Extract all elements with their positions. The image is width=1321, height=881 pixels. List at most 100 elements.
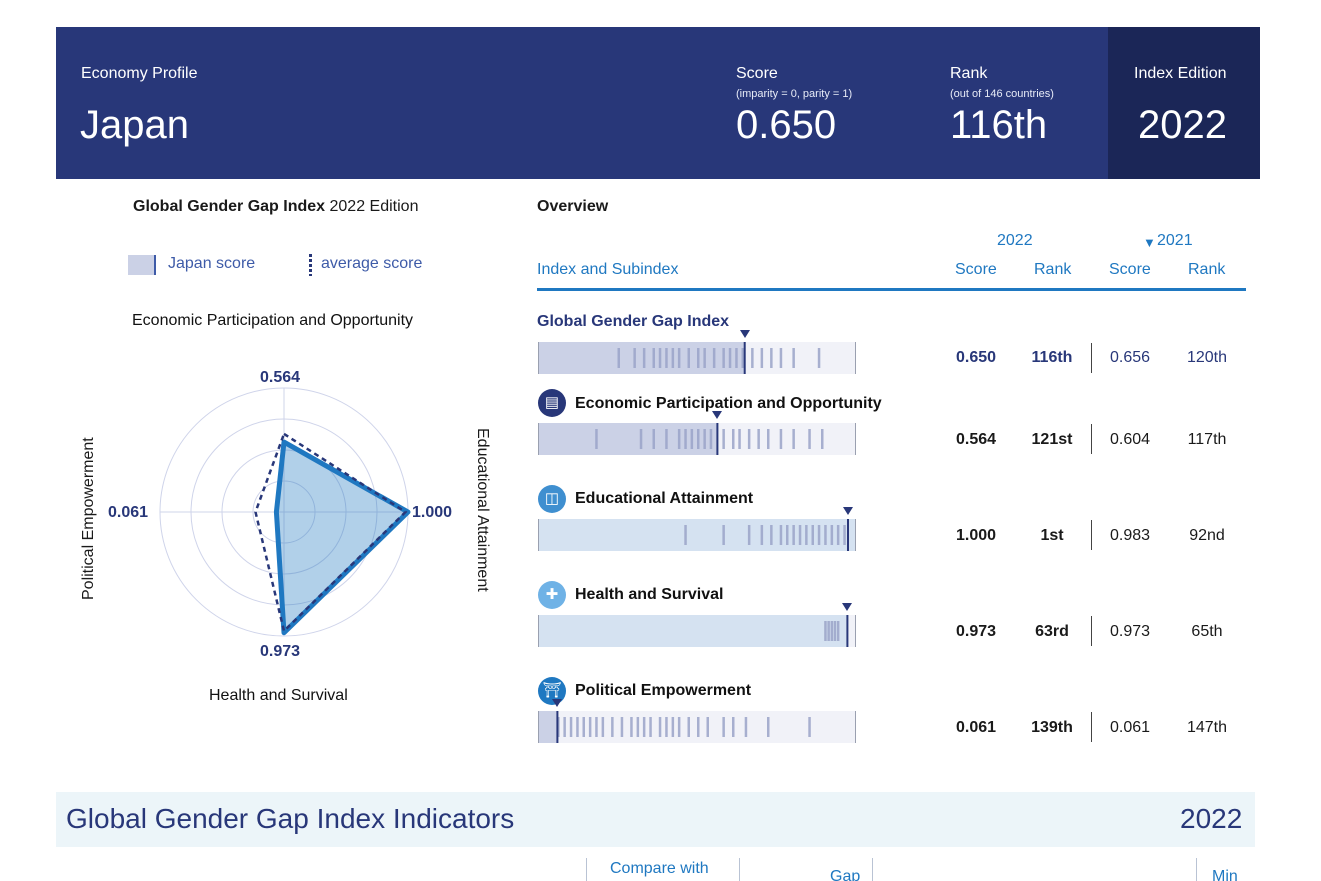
- overview-row-name: Educational Attainment: [575, 490, 754, 507]
- bar-distribution-tick: [563, 717, 566, 737]
- bar-distribution-tick: [751, 348, 754, 368]
- bar-distribution-tick: [747, 429, 751, 449]
- row-rank-current: 121st: [1031, 431, 1073, 448]
- indicators-band: [56, 792, 1255, 847]
- overview-year-previous: 2021: [1157, 232, 1193, 249]
- bar-distribution-tick: [792, 525, 795, 545]
- score-note: (imparity = 0, parity = 1): [736, 88, 853, 100]
- score-value: 0.650: [736, 103, 837, 147]
- indicators-title: Global Gender Gap Index Indicators: [66, 803, 515, 834]
- bar-distribution-tick: [779, 348, 783, 368]
- indicators-col-gap: Gap: [830, 868, 861, 881]
- edition-value: 2022: [1138, 103, 1227, 147]
- bar-distribution-tick: [665, 717, 668, 737]
- overview-col-rank-previous: Rank: [1188, 261, 1226, 278]
- bar-distribution-tick: [836, 621, 840, 641]
- overview-row-name: Health and Survival: [575, 586, 724, 603]
- bar-distribution-tick: [767, 717, 770, 737]
- overview-row-name: Political Empowerment: [575, 682, 752, 699]
- bar-distribution-tick: [601, 717, 605, 737]
- bar-fill: [538, 711, 558, 743]
- bar-distribution-tick: [639, 429, 643, 449]
- bar-distribution-tick: [741, 348, 744, 368]
- column-divider: [1091, 343, 1092, 373]
- bar-distribution-tick: [833, 621, 837, 641]
- rank-label: Rank: [950, 65, 988, 82]
- overview-col-score-current: Score: [955, 261, 997, 278]
- bar-distribution-tick: [677, 348, 681, 368]
- bar-distribution-tick: [830, 621, 834, 641]
- bar-distribution-tick: [767, 429, 770, 449]
- bar-distribution-tick: [582, 717, 585, 737]
- radar-axis-top-label: Economic Participation and Opportunity: [132, 312, 414, 329]
- bar-distribution-tick: [703, 429, 706, 449]
- bar-fill: [538, 615, 848, 647]
- bar-distribution-tick: [697, 717, 700, 737]
- bar-distribution-tick: [671, 348, 675, 368]
- bar-distribution-tick: [658, 717, 662, 737]
- bar-distribution-tick: [665, 429, 668, 449]
- bar-distribution-tick: [687, 717, 690, 737]
- row-score-current: 0.564: [955, 431, 997, 448]
- bar-distribution-tick: [821, 429, 824, 449]
- row-score-previous: 0.656: [1109, 349, 1151, 366]
- radar-value-top: 0.564: [260, 369, 301, 386]
- radar-title: Global Gender Gap Index 2022 Edition: [133, 198, 418, 216]
- bar-distribution-tick: [827, 621, 830, 641]
- row-rank-previous: 120th: [1186, 349, 1228, 366]
- edition-box: [1108, 27, 1260, 179]
- bar-distribution-tick: [747, 525, 751, 545]
- bar-distribution-tick: [595, 429, 598, 449]
- column-divider: [872, 858, 873, 881]
- medical-cross-icon: ✚: [538, 581, 566, 609]
- bar-distribution-tick: [636, 717, 640, 737]
- overview-row-name: Economic Participation and Opportunity: [575, 395, 882, 412]
- bar-fill: [538, 423, 718, 455]
- indicators-col-compare: Compare with: [610, 860, 709, 877]
- row-rank-current: 116th: [1031, 349, 1073, 366]
- bar-distribution-tick: [722, 717, 725, 737]
- radar-axis-bottom-label: Health and Survival: [209, 687, 348, 704]
- score-label: Score: [736, 65, 778, 82]
- briefcase-icon: ▤: [538, 389, 566, 417]
- row-score-previous: 0.983: [1109, 527, 1151, 544]
- row-score-previous: 0.604: [1109, 431, 1151, 448]
- overview-row-bar: [538, 342, 856, 374]
- bar-distribution-tick: [760, 525, 764, 545]
- column-divider: [1091, 520, 1092, 550]
- bar-distribution-tick: [633, 348, 636, 368]
- bar-distribution-tick: [786, 525, 789, 545]
- bar-distribution-tick: [677, 429, 681, 449]
- bar-distribution-tick: [836, 525, 840, 545]
- bar-distribution-tick: [642, 717, 646, 737]
- bar-distribution-tick: [792, 348, 795, 368]
- rank-note: (out of 146 countries): [950, 88, 1054, 100]
- bar-distribution-tick: [817, 348, 821, 368]
- bar-distribution-tick: [569, 717, 573, 737]
- radar-title-rest: 2022 Edition: [329, 198, 419, 215]
- score-marker-arrow-icon: [843, 507, 853, 515]
- bar-distribution-tick: [684, 429, 687, 449]
- row-rank-previous: 92nd: [1189, 527, 1225, 544]
- radar-value-right: 1.000: [412, 504, 453, 521]
- bar-distribution-tick: [738, 429, 741, 449]
- overview-year-current: 2022: [997, 232, 1033, 249]
- radar-value-left: 0.061: [108, 504, 149, 521]
- bar-distribution-tick: [611, 717, 614, 737]
- bar-distribution-tick: [697, 348, 700, 368]
- radar-title-bold: Global Gender Gap Index: [133, 198, 326, 215]
- radar-grid-circle: [159, 387, 409, 637]
- bar-distribution-tick: [588, 717, 592, 737]
- bar-distribution-tick: [652, 429, 655, 449]
- bar-distribution-tick: [690, 429, 694, 449]
- overview-row-bar: [538, 423, 856, 455]
- overview-row-bar: [538, 519, 856, 551]
- rank-value: 116th: [950, 103, 1048, 147]
- bar-distribution-tick: [811, 525, 814, 545]
- bar-distribution-tick: [770, 525, 773, 545]
- bar-distribution-tick: [642, 348, 646, 368]
- overview-col-index: Index and Subindex: [537, 261, 679, 278]
- overview-col-score-previous: Score: [1109, 261, 1151, 278]
- bar-distribution-tick: [735, 348, 738, 368]
- bar-distribution-tick: [843, 525, 846, 545]
